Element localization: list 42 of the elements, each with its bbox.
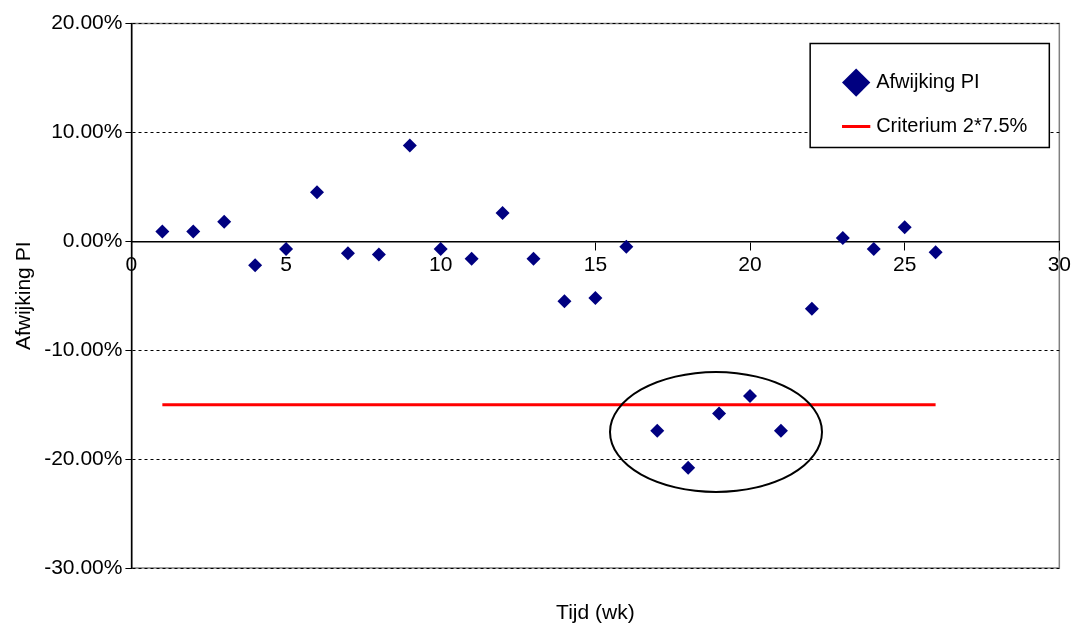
point (866, 241, 881, 256)
point (773, 423, 788, 438)
point (464, 251, 479, 266)
point (248, 258, 263, 273)
point (433, 241, 448, 256)
point (310, 185, 324, 200)
legend-label: Afwijking PI (876, 70, 980, 93)
point (340, 246, 355, 261)
y-tick-label: 20.00% (51, 10, 123, 34)
point (186, 224, 201, 239)
point (897, 220, 912, 235)
x-tick-label: 15 (583, 251, 608, 275)
x-axis-title: Tijd (wk) (556, 599, 635, 623)
point (371, 247, 386, 262)
point (619, 239, 634, 254)
x-tick-label: 30 (1047, 251, 1071, 275)
point (804, 301, 819, 316)
point (588, 290, 603, 305)
point (217, 214, 232, 229)
point (743, 388, 758, 403)
point (650, 423, 665, 438)
point (402, 138, 417, 153)
point (712, 406, 727, 421)
point (835, 231, 850, 246)
y-tick-label: 0.00% (62, 228, 123, 252)
point (557, 294, 572, 309)
point (928, 245, 943, 260)
point (681, 460, 696, 475)
y-tick-label: -30.00% (44, 554, 123, 578)
point (279, 241, 294, 256)
x-tick-label: 20 (738, 251, 762, 275)
x-tick-label: 25 (892, 251, 917, 275)
point (155, 224, 170, 239)
x-tick-label: 5 (280, 251, 292, 275)
y-tick-label: 10.00% (51, 119, 123, 143)
point (495, 206, 510, 221)
y-tick-label: -10.00% (44, 337, 123, 361)
y-tick-label: -20.00% (44, 445, 123, 469)
y-axis-title: Afwijking PI (11, 241, 35, 351)
x-tick-label: 10 (429, 251, 453, 275)
point (526, 251, 541, 266)
legend-label: Criterium 2*7.5% (876, 114, 1028, 137)
